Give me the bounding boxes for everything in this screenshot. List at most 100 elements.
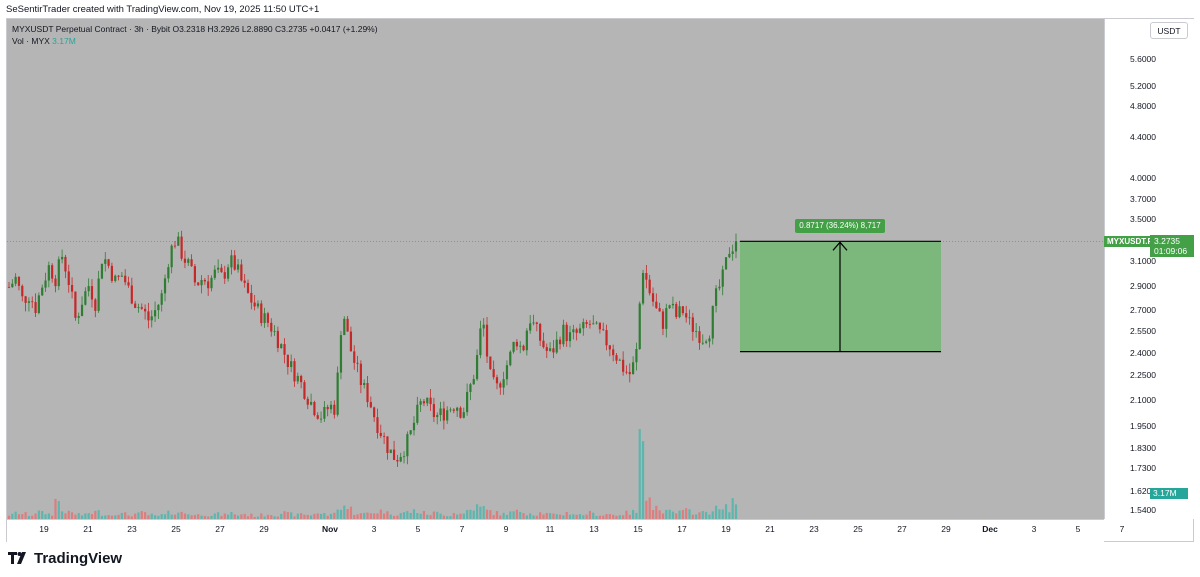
candle-body <box>323 406 326 419</box>
price-tick: 1.8300 <box>1130 443 1156 453</box>
candle-body <box>120 275 123 277</box>
candle-body <box>263 313 266 324</box>
candle-body <box>456 407 459 411</box>
candle-body <box>280 344 283 349</box>
volume-bar <box>379 509 382 519</box>
time-tick: 7 <box>459 524 465 534</box>
volume-bar <box>253 516 256 519</box>
volume-bar <box>74 514 77 519</box>
candle-body <box>379 432 382 436</box>
current-price-label: 3.2735 01:09:06 <box>1150 235 1194 257</box>
volume-bar <box>260 513 263 519</box>
candle-body <box>333 404 336 415</box>
candle-body <box>266 313 270 323</box>
volume-bar <box>615 515 618 519</box>
volume-bar <box>323 513 326 519</box>
candle-body <box>661 311 665 329</box>
candle-body <box>502 379 505 388</box>
candle-body <box>492 369 495 378</box>
time-tick: 13 <box>589 524 599 534</box>
candle-body <box>27 301 31 303</box>
candle-body <box>648 279 651 294</box>
volume-bar <box>525 515 528 519</box>
price-range-label[interactable]: 0.8717 (36.24%) 8,717 <box>795 219 885 233</box>
candle-body <box>61 256 64 260</box>
volume-bar <box>373 513 376 519</box>
candle-body <box>343 318 346 336</box>
volume-bar <box>472 510 475 519</box>
candle-body <box>203 279 206 282</box>
candle-body <box>57 259 60 287</box>
price-axis[interactable] <box>1104 19 1194 519</box>
candle-body <box>505 365 509 380</box>
volume-bar <box>436 511 439 519</box>
candle-body <box>21 285 24 297</box>
candle-body <box>631 362 635 375</box>
volume-bar <box>173 514 177 519</box>
candle-body <box>734 241 738 252</box>
candle-body <box>349 331 353 352</box>
time-tick: 3 <box>371 524 377 534</box>
volume-bar <box>628 514 631 519</box>
volume-bar <box>250 513 253 519</box>
volume-bar <box>223 513 226 519</box>
current-price-value: 3.2735 <box>1154 236 1180 246</box>
volume-bar <box>266 514 270 519</box>
volume-bar <box>333 512 336 519</box>
candle-body <box>529 323 532 331</box>
volume-bar <box>14 511 17 519</box>
time-axis[interactable] <box>7 519 1104 542</box>
candle-body <box>144 308 147 312</box>
volume-bar <box>565 511 568 519</box>
price-tick: 2.5500 <box>1130 326 1156 336</box>
volume-bar <box>678 510 681 519</box>
time-tick: 21 <box>765 524 775 534</box>
candle-body <box>329 404 333 410</box>
candle-body <box>519 345 522 347</box>
volume-bar <box>728 512 731 519</box>
candle-body <box>714 288 718 306</box>
price-tick: 1.6200 <box>1130 486 1156 496</box>
volume-bar <box>631 509 635 519</box>
candle-body <box>236 264 240 270</box>
candle-body <box>117 275 120 277</box>
candle-body <box>210 277 213 289</box>
volume-bar <box>11 513 14 519</box>
volume-bar <box>708 514 711 519</box>
candle-body <box>459 407 462 418</box>
volume-bar <box>575 514 578 519</box>
candle-body <box>24 296 27 303</box>
candle-body <box>197 282 200 286</box>
candle-body <box>509 351 512 366</box>
volume-bar <box>120 512 123 519</box>
candle-body <box>472 379 475 385</box>
volume-bar <box>466 509 469 519</box>
volume-bar <box>532 515 535 519</box>
candle-body <box>466 391 469 413</box>
candle-body <box>240 264 243 281</box>
volume-bar <box>602 515 605 519</box>
volume-bar <box>160 514 163 519</box>
candle-body <box>300 375 303 383</box>
candle-body <box>549 348 552 351</box>
candle-body <box>595 322 598 324</box>
candle-body <box>618 359 621 361</box>
candle-body <box>54 278 57 287</box>
candle-body <box>605 330 608 346</box>
candle-body <box>353 351 356 363</box>
candle-body <box>84 291 87 305</box>
candle-body <box>724 257 728 270</box>
candle-body <box>207 281 210 289</box>
candle-body <box>363 383 366 386</box>
price-tick: 2.1000 <box>1130 395 1156 405</box>
legend-volume-line: Vol · MYX 3.17M <box>12 35 378 47</box>
currency-button[interactable]: USDT <box>1150 22 1188 39</box>
legend-symbol-line: MYXUSDT Perpetual Contract · 3h · Bybit … <box>12 24 378 34</box>
candle-body <box>695 331 698 333</box>
candle-body <box>485 324 489 357</box>
volume-bar <box>363 512 366 519</box>
volume-bar <box>306 514 309 519</box>
volume-bar <box>356 514 359 519</box>
volume-bar <box>353 514 356 519</box>
price-tick: 3.1000 <box>1130 256 1156 266</box>
